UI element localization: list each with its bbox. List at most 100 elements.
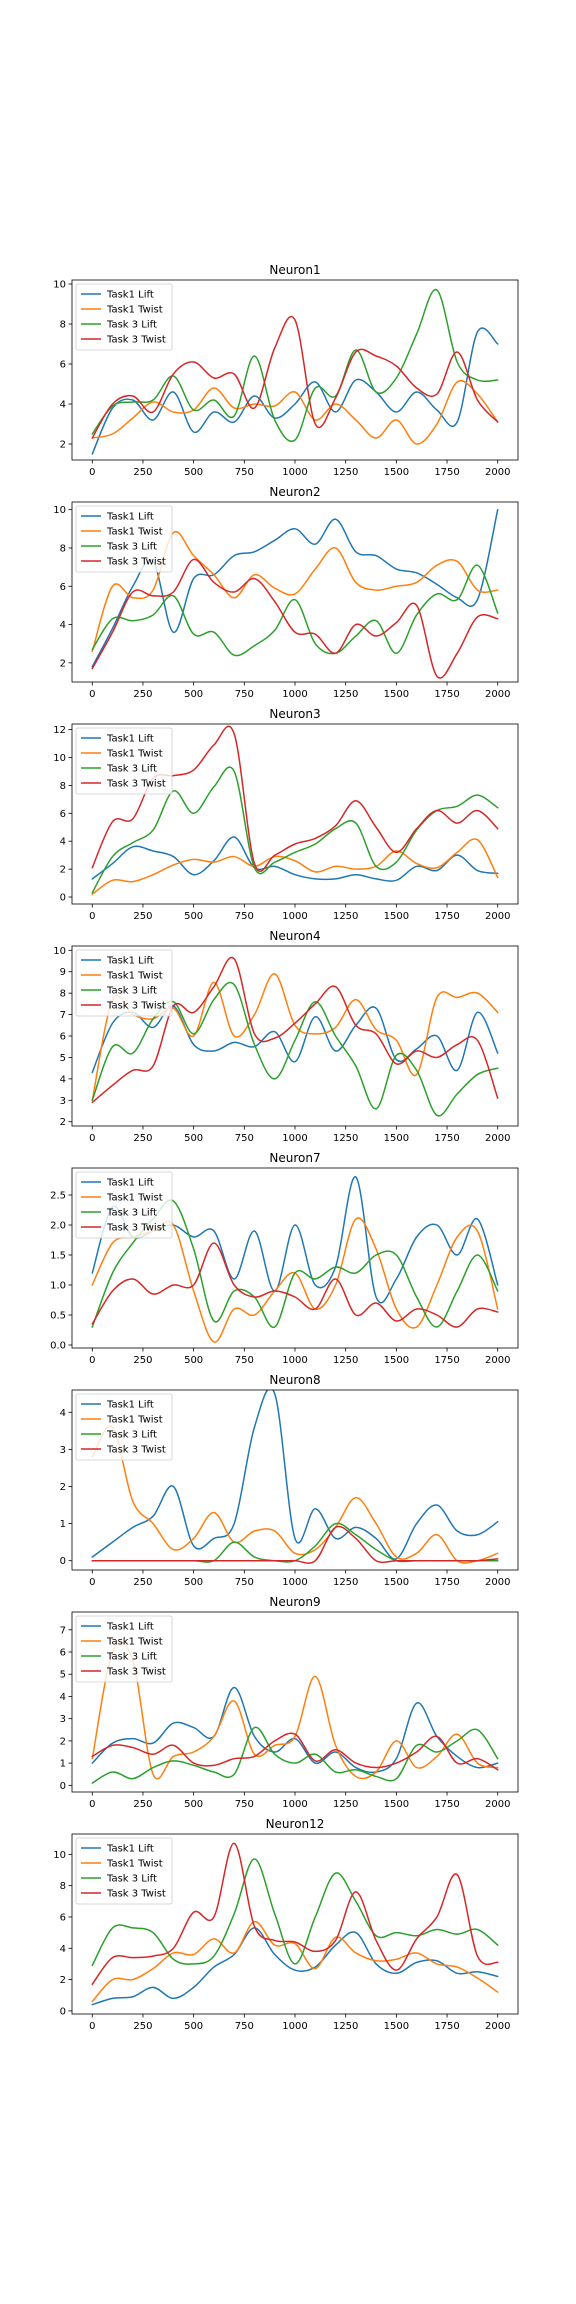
series-group [91, 289, 499, 455]
y-tick-label: 1.0 [50, 1281, 66, 1292]
y-tick-label: 3 [60, 1096, 66, 1107]
x-tick-label: 1000 [282, 1355, 307, 1366]
y-tick-label: 8 [60, 781, 66, 792]
y-tick-label: 2 [60, 1975, 66, 1986]
y-tick-label: 7 [60, 1625, 66, 1636]
legend: Task1 Lift Task1 Twist Task 3 Lift Task 3 T… [75, 949, 173, 1017]
x-tick-label: 750 [235, 1355, 254, 1366]
x-tick-label: 750 [235, 2021, 254, 2032]
x-tick-label: 500 [184, 2021, 203, 2032]
y-tick-label: 0 [60, 1781, 66, 1792]
x-tick-label: 1500 [384, 1355, 409, 1366]
legend: Task1 Lift Task1 Twist Task 3 Lift Task 3 T… [75, 1171, 173, 1239]
x-tick-label: 1750 [434, 689, 459, 700]
y-tick-label: 2 [60, 440, 66, 451]
chart-title: Neuron3 [269, 707, 320, 721]
chart-title: Neuron7 [269, 1151, 320, 1165]
y-tick-label: 4 [60, 620, 66, 631]
chart-neuron8: Neuron8 0 250 500 750 1000 1250 1500 1750 2000 0 1 2… [60, 1373, 519, 1588]
legend-frame [75, 283, 173, 351]
legend-frame [75, 949, 173, 1017]
legend-label: Task1 Twist [106, 305, 163, 316]
y-tick-label: 12 [53, 725, 66, 736]
chart-neuron12: Neuron12 0 250 500 750 1000 1250 1500 1750 2000 0 2… [53, 1817, 519, 2032]
x-tick-label: 1000 [282, 467, 307, 478]
x-tick-label: 250 [133, 467, 152, 478]
y-tick-label: 2.5 [50, 1191, 66, 1202]
y-tick-label: 0.0 [50, 1341, 66, 1352]
x-tick-label: 750 [235, 1577, 254, 1588]
x-tick-label: 750 [235, 1133, 254, 1144]
y-tick-label: 4 [60, 1692, 66, 1703]
y-tick-label: 10 [53, 1850, 66, 1861]
series-group [91, 725, 499, 895]
y-tick-label: 7 [60, 1010, 66, 1021]
y-tick-label: 4 [60, 837, 66, 848]
x-tick-label: 0 [89, 1355, 95, 1366]
x-tick-label: 1500 [384, 911, 409, 922]
y-tick-label: 2 [60, 865, 66, 876]
legend-label: Task 3 Lift [106, 986, 157, 997]
chart-neuron9: Neuron9 0 250 500 750 1000 1250 1500 1750 2000 0 1 2… [60, 1595, 519, 1810]
legend-frame [75, 1171, 173, 1239]
x-tick-label: 750 [235, 911, 254, 922]
x-tick-label: 1000 [282, 2021, 307, 2032]
series-group [91, 1641, 499, 1784]
y-tick-label: 5 [60, 1670, 66, 1681]
series-line-task-3-lift [91, 289, 499, 442]
series-line-task-3-twist [91, 956, 499, 1104]
legend-label: Task 3 Lift [106, 1874, 157, 1885]
legend-label: Task 3 Twist [106, 557, 166, 568]
x-tick-label: 1000 [282, 1133, 307, 1144]
legend-frame [75, 1393, 173, 1461]
chart-title: Neuron9 [269, 1595, 320, 1609]
y-tick-label: 8 [60, 1881, 66, 1892]
x-tick-label: 2000 [485, 1799, 510, 1810]
chart-title: Neuron1 [269, 263, 320, 277]
x-tick-label: 250 [133, 1355, 152, 1366]
legend-label: Task1 Lift [106, 1178, 154, 1189]
y-tick-label: 6 [60, 582, 66, 593]
y-tick-label: 6 [60, 1912, 66, 1923]
legend-label: Task 3 Lift [106, 1652, 157, 1663]
y-tick-label: 2 [60, 1117, 66, 1128]
legend: Task1 Lift Task1 Twist Task 3 Lift Task 3 T… [75, 283, 173, 351]
x-tick-label: 1500 [384, 689, 409, 700]
y-tick-label: 8 [60, 320, 66, 331]
x-tick-label: 0 [89, 1133, 95, 1144]
x-tick-label: 750 [235, 467, 254, 478]
series-line-task1-lift [91, 327, 499, 455]
legend-label: Task 3 Twist [106, 1445, 166, 1456]
x-tick-label: 0 [89, 689, 95, 700]
series-line-task-3-twist [91, 316, 499, 439]
legend-label: Task 3 Twist [106, 1223, 166, 1234]
legend: Task1 Lift Task1 Twist Task 3 Lift Task 3 T… [75, 1837, 173, 1905]
y-tick-label: 9 [60, 967, 66, 978]
y-tick-label: 4 [60, 1408, 66, 1419]
y-tick-label: 2 [60, 1482, 66, 1493]
legend-frame [75, 505, 173, 573]
chart-neuron1: Neuron1 0 250 500 750 1000 1250 1500 1750 2000 2 4 6… [53, 263, 519, 478]
legend-label: Task 3 Lift [106, 1430, 157, 1441]
y-tick-label: 0 [60, 893, 66, 904]
x-tick-label: 1000 [282, 1577, 307, 1588]
y-tick-label: 0 [60, 2006, 66, 2017]
x-tick-label: 1500 [384, 1577, 409, 1588]
x-tick-label: 1500 [384, 467, 409, 478]
series-line-task-3-lift [91, 564, 499, 657]
chart-title: Neuron2 [269, 485, 320, 499]
x-tick-label: 250 [133, 1133, 152, 1144]
legend-label: Task1 Twist [106, 1637, 163, 1648]
x-tick-label: 1250 [333, 689, 358, 700]
legend-label: Task 3 Twist [106, 1889, 166, 1900]
y-tick-label: 5 [60, 1053, 66, 1064]
legend: Task1 Lift Task1 Twist Task 3 Lift Task 3 T… [75, 727, 173, 795]
series-line-task1-lift [91, 836, 499, 882]
series-line-task-3-lift [91, 1522, 499, 1563]
series-group [91, 1390, 499, 1564]
x-tick-label: 2000 [485, 1577, 510, 1588]
series-line-task1-twist [91, 838, 499, 895]
chart-title: Neuron8 [269, 1373, 320, 1387]
x-tick-label: 250 [133, 1799, 152, 1810]
